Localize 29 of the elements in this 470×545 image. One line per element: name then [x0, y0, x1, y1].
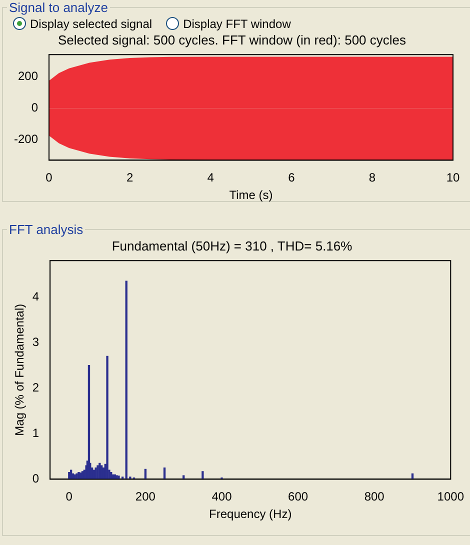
x-tick-label: 0 — [66, 490, 73, 504]
x-tick-label: 600 — [288, 490, 308, 504]
x-axis-title: Time (s) — [229, 188, 273, 202]
text: FFT analysis — [8, 222, 84, 237]
text: Signal to analyze — [8, 0, 110, 15]
chart-title: Fundamental (50Hz) = 310 , THD= 5.16% — [112, 238, 353, 254]
y-tick-label: 200 — [18, 68, 38, 83]
y-axis-title: Mag (% of Fundamental) — [12, 304, 27, 436]
x-tick-label: 400 — [212, 490, 232, 504]
y-tick-label: 0 — [32, 472, 40, 486]
y-tick-label: 2 — [32, 380, 40, 394]
x-tick-label: 800 — [364, 490, 385, 504]
x-tick-label: 0 — [46, 170, 53, 185]
x-tick-label: 6 — [288, 170, 296, 185]
y-tick-label: 1 — [32, 426, 40, 440]
text: Display selected signal — [30, 17, 152, 31]
x-tick-label: 2 — [126, 170, 134, 185]
chart-title: Selected signal: 500 cycles. FFT window (in red): 500 cycles — [58, 32, 407, 48]
y-tick-label: -200 — [14, 132, 38, 146]
text: Display FFT window — [183, 17, 291, 31]
x-tick-label: 10 — [446, 170, 460, 185]
x-tick-label: 8 — [368, 170, 376, 185]
y-tick-label: 3 — [32, 334, 40, 349]
x-tick-label: 4 — [207, 170, 214, 185]
x-axis-title: Frequency (Hz) — [209, 507, 292, 522]
y-tick-label: 4 — [32, 289, 40, 304]
y-tick-label: 0 — [31, 100, 38, 114]
x-tick-label: 200 — [135, 490, 156, 504]
x-tick-label: 1000 — [437, 490, 464, 504]
